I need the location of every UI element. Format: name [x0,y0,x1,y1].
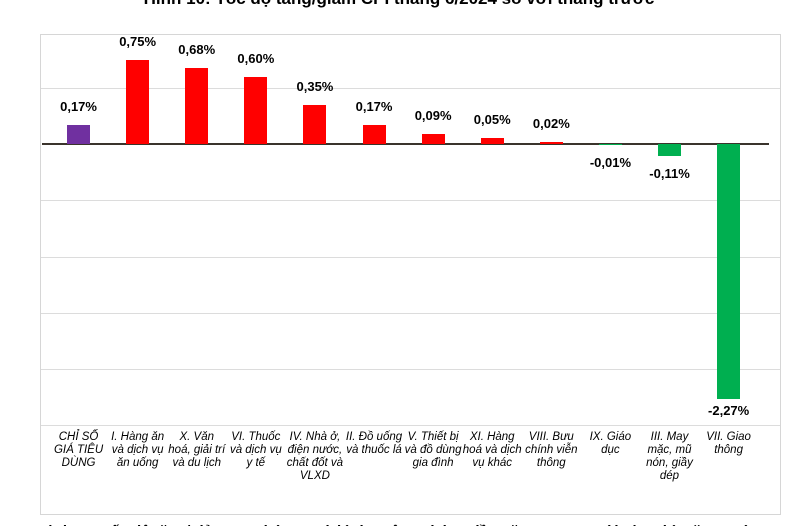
bar-column: 0,35% [285,35,344,514]
category-label: VII. Giao thông [706,431,751,456]
bar [598,144,622,146]
category-label: CHỈ SỐ GIÁ TIÊU DÙNG [53,431,104,469]
bar [480,138,504,144]
bar-value-label: 0,05% [473,112,511,128]
category-label: VI. Thuốc và dịch vụ y tế [229,431,282,469]
category-label: V. Thiết bị và đồ dùng gia đình [404,431,462,469]
category-label: IX. Giáo dục [589,431,632,456]
bar-value-label: 0,75% [119,33,157,49]
bar [126,59,150,144]
bar [185,67,209,144]
bar-value-label: -0,11% [649,166,690,182]
bar-value-label: -0,01% [589,155,632,171]
bar-value-label: 0,68% [178,41,216,57]
bar-column: -0,01% [581,35,640,514]
next-figure-caption-clip: Hình 11: Tốc độ tăng/giảm CPI tháng 6 và… [0,522,798,526]
bar-value-label: 0,17% [355,98,393,114]
gridline [41,312,780,314]
category-label: IV. Nhà ở, điện nước, chất đốt và VLXD [286,431,344,482]
gridline [41,87,780,89]
bar-column: 0,68% [167,35,226,514]
bar-column: -0,11% [640,35,699,514]
bar [421,133,445,144]
zero-axis-line [42,143,769,145]
chart-title-clip: Hình 10: Tốc độ tăng/giảm CPI tháng 6/20… [0,0,798,8]
chart-plot-area: 0,17% 0,75% 0,68% 0,60% 0,35% 0,17% 0,09% 0,05%… [40,34,781,515]
bar [539,141,563,144]
category-axis-labels: CHỈ SỐ GIÁ TIÊU DÙNG I. Hàng ăn và dịch v… [49,431,758,511]
category-label: III. May mặc, mũ nón, giầy dép [646,431,693,482]
bar-column: 0,60% [226,35,285,514]
bar-value-label: 0,09% [414,107,452,123]
gridline [41,200,780,202]
category-label: X. Văn hoá, giải trí và du lịch [168,431,226,469]
chart-title: Hình 10: Tốc độ tăng/giảm CPI tháng 6/20… [0,0,798,8]
bar [244,76,268,144]
category-label: I. Hàng ăn và dịch vụ ăn uống [111,431,165,469]
category-label: II. Đồ uống và thuốc lá [345,431,403,456]
bar-column: 0,17% [49,35,108,514]
gridline [41,425,780,427]
gridline [41,256,780,258]
bar-column: -2,27% [699,35,758,514]
bar-value-label: 0,35% [296,78,334,94]
bar [362,124,386,144]
bar-column: 0,05% [463,35,522,514]
bar-value-label: 0,60% [237,50,275,66]
bar [303,104,327,144]
bar-column: 0,02% [522,35,581,514]
bar [658,144,682,157]
next-figure-caption-fragment: Hình 11: Tốc độ tăng/giảm CPI tháng 6 và… [0,522,798,526]
bar-column: 0,17% [345,35,404,514]
bar-value-label: 0,02% [532,115,570,131]
category-label: XI. Hàng hoá và dịch vụ khác [462,431,522,469]
bar [67,124,91,144]
bar-column: 0,09% [404,35,463,514]
bar-value-label: -2,27% [708,403,750,419]
bar-column: 0,75% [108,33,167,514]
bar-value-label: 0,17% [60,98,97,114]
gridline [41,369,780,370]
bar [717,144,741,400]
category-label: VIII. Bưu chính viễn thông [525,431,578,469]
